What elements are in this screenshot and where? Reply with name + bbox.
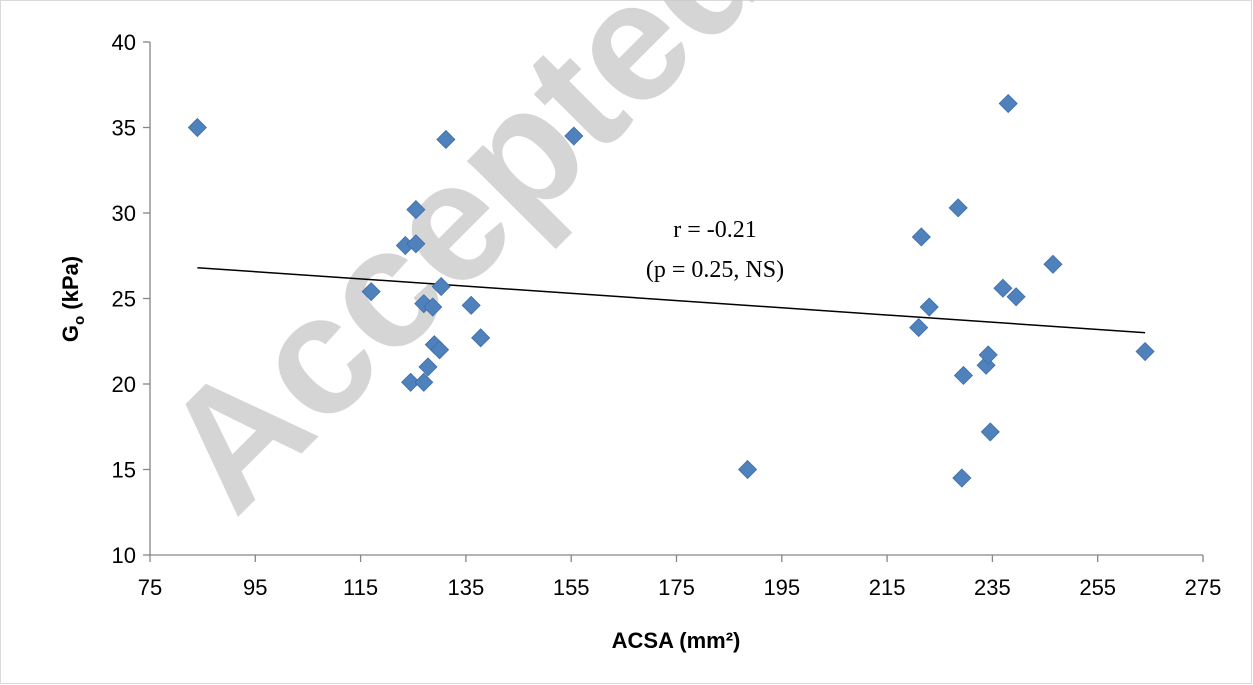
data-point	[911, 227, 931, 247]
data-point	[993, 278, 1013, 298]
y-tick-label: 35	[112, 116, 136, 141]
x-axis-title: ACSA (mm²)	[612, 628, 741, 653]
x-tick-label: 275	[1185, 575, 1222, 600]
x-tick-label: 75	[138, 575, 162, 600]
x-tick-label: 155	[553, 575, 590, 600]
x-tick-label: 235	[974, 575, 1011, 600]
annotation-p-value: (p = 0.25, NS)	[646, 257, 784, 283]
data-point	[909, 318, 929, 338]
data-point	[414, 372, 434, 392]
x-tick-label: 175	[658, 575, 695, 600]
data-point	[423, 297, 443, 317]
data-point	[978, 345, 998, 365]
data-point	[430, 340, 450, 360]
data-point	[1006, 287, 1026, 307]
data-point	[1043, 254, 1063, 274]
x-tick-label: 135	[448, 575, 485, 600]
x-tick-label: 95	[243, 575, 267, 600]
data-point	[471, 328, 491, 348]
data-point	[401, 372, 421, 392]
x-tick-label: 115	[343, 575, 378, 600]
data-point	[948, 198, 968, 218]
data-point	[361, 282, 381, 302]
data-point	[953, 365, 974, 386]
y-tick-label: 25	[112, 287, 136, 312]
data-point	[418, 357, 438, 377]
y-tick-label: 15	[112, 458, 136, 483]
y-axis-title-rest: (kPa)	[58, 256, 83, 316]
data-point	[461, 295, 481, 315]
data-point	[406, 200, 426, 220]
y-axis-title-main: G	[58, 325, 83, 342]
data-point	[998, 93, 1018, 114]
y-tick-label: 20	[112, 372, 136, 397]
data-points	[187, 93, 1155, 488]
x-ticks: 75 95 115 135 155 175 195 215 235 255 275	[138, 555, 1222, 600]
y-tick-label: 10	[112, 543, 136, 568]
y-ticks: 10 15 20 25 30 35 40	[112, 30, 150, 568]
y-axis-title: Go (kPa)	[58, 256, 88, 342]
data-point	[738, 459, 758, 480]
data-point	[406, 234, 426, 254]
y-axis-title-sub: o	[71, 316, 88, 325]
x-tick-label: 255	[1079, 575, 1116, 600]
x-tick-label: 195	[763, 575, 800, 600]
data-point	[564, 126, 584, 146]
data-point	[436, 129, 456, 150]
data-point	[187, 117, 207, 138]
trendline	[197, 266, 1146, 334]
data-point	[919, 297, 939, 317]
y-tick-label: 40	[112, 30, 136, 55]
data-point	[1135, 341, 1155, 362]
x-tick-label: 215	[869, 575, 906, 600]
y-tick-label: 30	[112, 201, 136, 226]
data-point	[952, 468, 972, 488]
annotation-r-value: r = -0.21	[673, 217, 757, 243]
data-point	[431, 276, 451, 297]
data-point	[980, 422, 1000, 442]
